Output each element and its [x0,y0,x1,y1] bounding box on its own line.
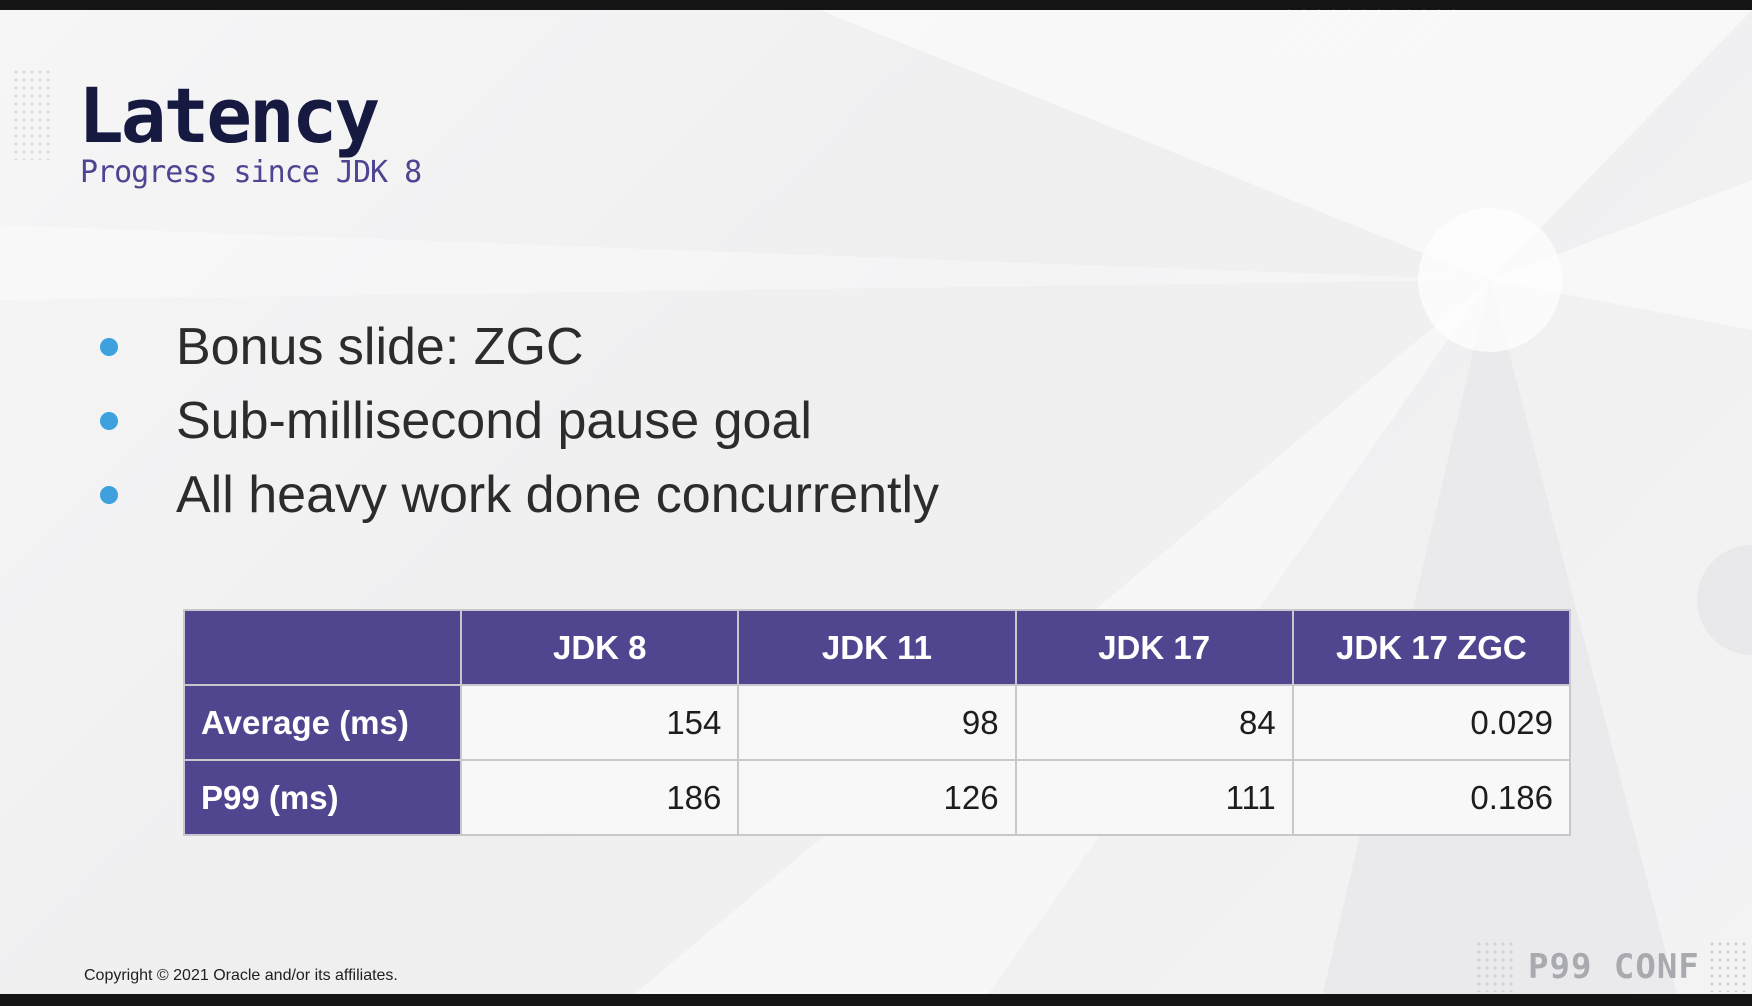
table-row: Average (ms) 154 98 84 0.029 [182,684,1572,761]
table-header-row: JDK 8 JDK 11 JDK 17 JDK 17 ZGC [182,609,1572,686]
copyright-footer: Copyright © 2021 Oracle and/or its affil… [84,967,398,984]
decorative-dot-grid [12,68,50,160]
table-cell: 126 [737,759,1017,836]
top-border [0,0,1752,10]
table-cell: 111 [1014,759,1294,836]
table-cell: 98 [737,684,1017,761]
table-cell: 0.186 [1291,759,1572,836]
table-cell: 154 [460,684,740,761]
latency-table: JDK 8 JDK 11 JDK 17 JDK 17 ZGC Average (… [182,609,1572,836]
table-corner-cell [182,609,463,686]
brand-dot-grid-left [1475,940,1515,992]
bullet-point-icon [100,412,118,430]
column-header-jdk-17-zgc: JDK 17 ZGC [1291,609,1572,686]
bullet-item: All heavy work done concurrently [96,458,1096,532]
slide-subtitle: Progress since JDK 8 [80,155,422,190]
bottom-border [0,994,1752,1006]
brand-dot-grid-right [1708,940,1748,992]
column-header-jdk-11: JDK 11 [737,609,1017,686]
bullet-item: Sub-millisecond pause goal [96,384,1096,458]
bullet-list: Bonus slide: ZGC Sub-millisecond pause g… [96,310,1096,532]
conference-logo: P99 CONF [1528,947,1700,987]
table-cell: 186 [460,759,740,836]
bullet-text: All heavy work done concurrently [176,466,940,524]
latency-table-container: JDK 8 JDK 11 JDK 17 JDK 17 ZGC Average (… [182,609,1572,836]
bullet-point-icon [100,486,118,504]
table-cell: 0.029 [1291,684,1572,761]
column-header-jdk-17: JDK 17 [1014,609,1294,686]
bullet-text: Bonus slide: ZGC [176,318,584,376]
bullet-point-icon [100,338,118,356]
row-label-average: Average (ms) [182,684,463,761]
bullet-item: Bonus slide: ZGC [96,310,1096,384]
slide-title: Latency [78,71,380,160]
bullet-text: Sub-millisecond pause goal [176,392,812,450]
row-label-p99: P99 (ms) [182,759,463,836]
table-row: P99 (ms) 186 126 111 0.186 [182,759,1572,836]
table-cell: 84 [1014,684,1294,761]
column-header-jdk-8: JDK 8 [460,609,740,686]
